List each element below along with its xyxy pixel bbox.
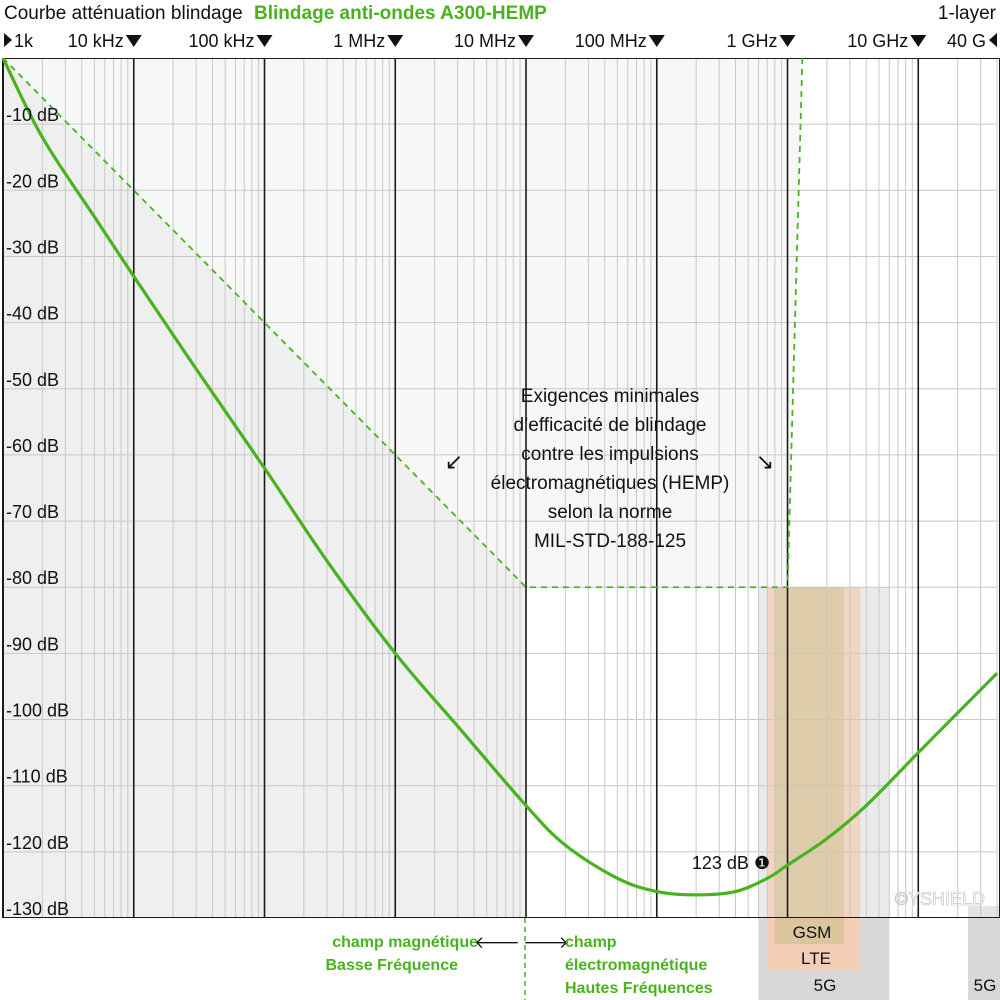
y-tick-label: -70 dB bbox=[6, 502, 59, 522]
x-tick-label: 10 kHz bbox=[68, 31, 124, 51]
tick-marker-icon bbox=[256, 35, 273, 47]
arrow-down-right-icon: ↘ bbox=[756, 449, 774, 474]
footer-right-line-1: champ bbox=[565, 934, 617, 951]
footer-band-gsm-lte-overlap bbox=[774, 918, 844, 944]
band-label-gsm: GSM bbox=[793, 923, 832, 942]
arrow-right-icon: 🡒 bbox=[523, 933, 569, 952]
tick-marker-icon bbox=[125, 35, 142, 47]
minor-gridlines bbox=[3, 58, 998, 919]
y-tick-label: -110 dB bbox=[6, 767, 68, 787]
chart-title: Courbe atténuation blindage Blindage ant… bbox=[4, 3, 547, 24]
x-tick-label: 1k bbox=[14, 31, 34, 51]
chart-title-product: Blindage anti-ondes A300-HEMP bbox=[254, 3, 547, 24]
tick-marker-icon bbox=[518, 35, 535, 47]
y-tick-label: -120 dB bbox=[6, 833, 69, 853]
y-tick-label: -80 dB bbox=[6, 568, 59, 588]
header-area bbox=[0, 0, 1000, 58]
x-axis-labels: 1k 10 kHz 100 kHz 1 MHz 10 MHz 100 MHz 1 GHz 10… bbox=[4, 31, 997, 51]
x-tick-label: 100 kHz bbox=[188, 31, 254, 51]
x-tick-label: 1 MHz bbox=[333, 31, 385, 51]
footer-left-line-1: champ magnétique bbox=[332, 934, 478, 951]
hemp-annotation: Exigences minimales d’efficacité de blin… bbox=[445, 386, 774, 552]
y-tick-label: -60 dB bbox=[6, 436, 59, 456]
y-tick-label: -20 dB bbox=[6, 171, 59, 191]
y-tick-label: -90 dB bbox=[6, 634, 59, 654]
tick-marker-icon bbox=[4, 33, 12, 47]
y-tick-label: -30 dB bbox=[6, 237, 59, 257]
y-tick-label: -10 dB bbox=[6, 105, 59, 125]
y-tick-label: -100 dB bbox=[6, 701, 69, 721]
x-tick-label: 1 GHz bbox=[727, 31, 778, 51]
x-tick-label: 10 GHz bbox=[847, 31, 908, 51]
tick-marker-icon bbox=[648, 35, 665, 47]
attenuation-curve bbox=[1, 57, 999, 897]
tick-marker-icon bbox=[910, 35, 927, 47]
band-label-5g-right: 5G bbox=[974, 976, 997, 995]
band-label-lte: LTE bbox=[801, 949, 831, 968]
footer-band-5g-right bbox=[967, 918, 1000, 1000]
band-gsm-lte-overlap bbox=[774, 587, 844, 918]
x-tick-label: 10 MHz bbox=[454, 31, 516, 51]
x-tick-label: 100 MHz bbox=[575, 31, 647, 51]
band-gsm-lte-orange bbox=[767, 587, 861, 918]
x-tick-label: 40 G bbox=[947, 31, 986, 51]
annotation-line-5: selon la norme bbox=[548, 502, 673, 523]
annotation-line-2: d’efficacité de blindage bbox=[514, 415, 707, 436]
annotation-line-6: MIL-STD-188-125 bbox=[534, 531, 686, 552]
annotation-line-3: contre les impulsions bbox=[521, 444, 698, 465]
y-tick-label: -130 dB bbox=[6, 899, 69, 919]
variant-label: 1-layer bbox=[938, 3, 997, 24]
footer-right-line-3: Hautes Fréquences bbox=[565, 980, 713, 997]
arrow-left-icon: 🡐 bbox=[474, 933, 520, 952]
yshield-watermark: ©YSHIELD bbox=[895, 889, 985, 909]
arrow-down-left-icon: ↙ bbox=[445, 449, 463, 474]
footer-right-line-2: électromagnétique bbox=[565, 957, 707, 974]
footer-left-line-2: Basse Fréquence bbox=[325, 957, 458, 974]
y-tick-label: -50 dB bbox=[6, 370, 59, 390]
tick-marker-icon bbox=[779, 35, 796, 47]
hemp-requirement-line bbox=[2, 57, 804, 589]
band-label-5g: 5G bbox=[814, 976, 837, 995]
tick-marker-icon bbox=[989, 33, 997, 47]
chart-title-prefix: Courbe atténuation blindage bbox=[4, 3, 243, 24]
band-5g-right bbox=[967, 906, 1000, 918]
annotation-line-1: Exigences minimales bbox=[521, 386, 699, 407]
min-attenuation-label: 123 dB ❶ bbox=[692, 853, 770, 873]
y-axis-labels: -10 dB -20 dB -30 dB -40 dB -50 dB -60 dB -70 … bbox=[6, 105, 69, 919]
annotation-line-4: électromagnétiques (HEMP) bbox=[491, 473, 730, 494]
y-tick-label: -40 dB bbox=[6, 304, 59, 324]
tick-marker-icon bbox=[387, 35, 404, 47]
